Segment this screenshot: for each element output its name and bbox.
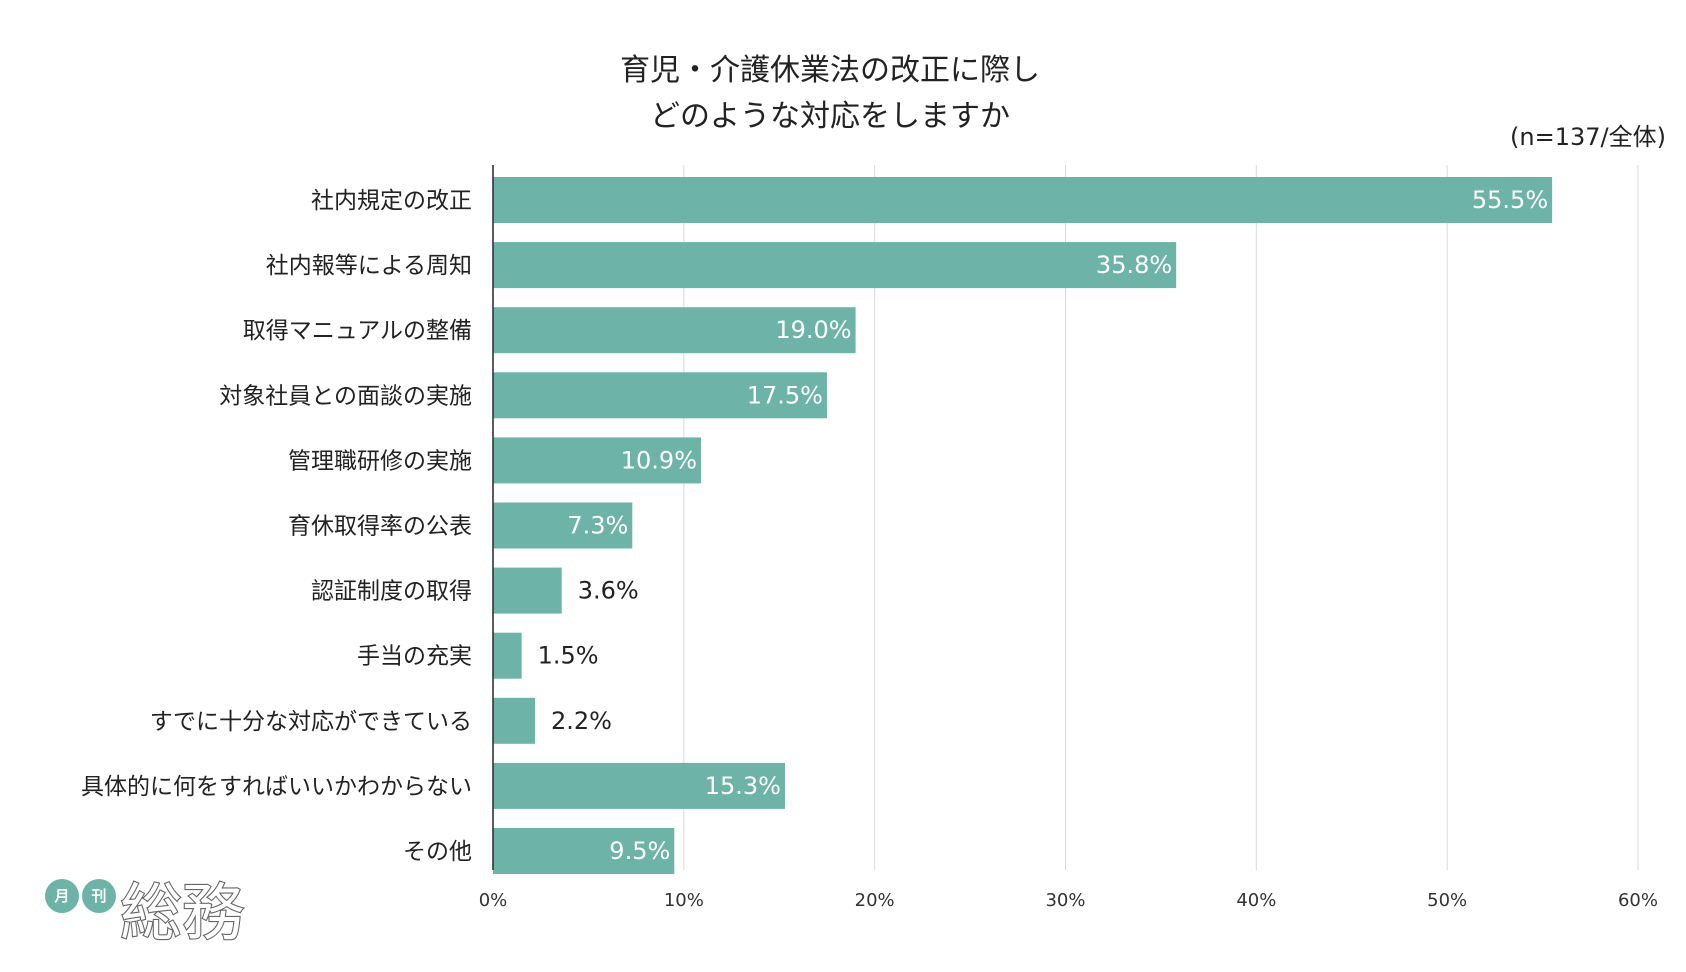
category-labels: 社内規定の改正社内報等による周知取得マニュアルの整備対象社員との面談の実施管理職… [81, 188, 472, 865]
brand-logo: 月 刊 総務 [45, 875, 245, 950]
logo-badge-right [82, 879, 116, 913]
x-tick-label: 30% [1045, 890, 1085, 911]
category-label: 認証制度の取得 [311, 579, 472, 605]
x-tick-label: 40% [1236, 890, 1276, 911]
bar [493, 372, 827, 419]
bar [493, 567, 562, 614]
bar [493, 632, 522, 679]
value-label: 10.9% [621, 446, 697, 474]
logo-small-right: 刊 [91, 887, 106, 905]
value-label: 1.5% [538, 642, 599, 670]
category-label: 具体的に何をすればいいかわからない [81, 774, 472, 800]
value-label: 2.2% [551, 707, 612, 735]
chart-title-line-1: 育児・介護休業法の改正に際し [620, 53, 1040, 88]
value-label: 3.6% [578, 577, 639, 605]
sample-size-note: (n=137/全体) [1510, 123, 1666, 151]
x-tick-label: 20% [855, 890, 895, 911]
value-label: 35.8% [1096, 251, 1172, 279]
category-label: 社内報等による周知 [266, 253, 472, 279]
x-tick-label: 10% [664, 890, 704, 911]
category-label: すでに十分な対応ができている [150, 709, 472, 735]
value-label: 17.5% [747, 381, 823, 409]
value-label: 19.0% [775, 316, 851, 344]
category-label: 管理職研修の実施 [288, 448, 472, 474]
category-label: 対象社員との面談の実施 [219, 383, 472, 409]
bar [493, 762, 785, 809]
bar [493, 177, 1553, 223]
bar [493, 307, 856, 354]
category-label: 手当の充実 [357, 644, 472, 670]
value-label: 55.5% [1472, 186, 1548, 214]
category-label: その他 [403, 839, 472, 865]
bar [493, 242, 1177, 289]
value-label: 15.3% [705, 772, 781, 800]
bar [493, 697, 535, 744]
category-label: 育休取得率の公表 [288, 514, 472, 540]
logo-small-left: 月 [53, 887, 69, 905]
bars [493, 177, 1553, 874]
value-label: 7.3% [567, 512, 628, 540]
x-tick-label: 50% [1427, 890, 1467, 911]
x-tick-label: 60% [1618, 890, 1658, 911]
category-label: 取得マニュアルの整備 [243, 318, 472, 344]
chart-title-line-2: どのような対応をしますか [650, 99, 1010, 134]
x-axis-ticks: 0% 10% 20% 30% 40% 50% 60% [479, 890, 1658, 911]
bar [493, 828, 675, 874]
x-tick-label: 0% [479, 890, 508, 911]
logo-main-text: 総務 [120, 876, 244, 949]
category-label: 社内規定の改正 [311, 188, 472, 214]
bar [493, 502, 633, 549]
value-label: 9.5% [609, 837, 670, 865]
logo-badge-left [45, 879, 79, 913]
value-labels: 55.5% 35.8% 19.0% 17.5% 10.9% 7.3% 3.6% 1.5% 2.2… [538, 186, 1549, 865]
bar [493, 437, 702, 484]
